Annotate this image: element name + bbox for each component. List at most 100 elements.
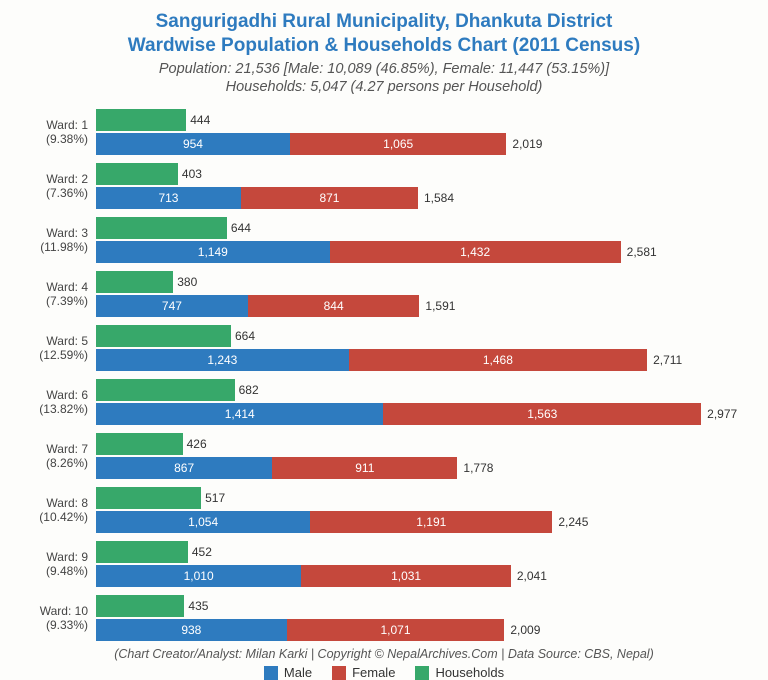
ward-name: Ward: 8 bbox=[20, 496, 96, 510]
ward-bars-group: 517 1,054 1,191 2,245 bbox=[96, 483, 748, 537]
population-total: 2,019 bbox=[512, 137, 542, 151]
ward-pct: (7.36%) bbox=[20, 186, 96, 200]
households-bar bbox=[96, 325, 231, 347]
male-bar: 867 bbox=[96, 457, 272, 479]
households-bar bbox=[96, 595, 184, 617]
ward-name: Ward: 7 bbox=[20, 442, 96, 456]
households-bar bbox=[96, 433, 183, 455]
households-bar-row: 380 bbox=[96, 271, 748, 293]
households-bar-row: 452 bbox=[96, 541, 748, 563]
households-value: 444 bbox=[190, 113, 210, 127]
ward-label-group: Ward: 5 (12.59%) bbox=[20, 321, 96, 375]
ward-pct: (11.98%) bbox=[20, 240, 96, 254]
households-value: 517 bbox=[205, 491, 225, 505]
male-bar: 1,414 bbox=[96, 403, 383, 425]
male-bar: 747 bbox=[96, 295, 248, 317]
households-bar bbox=[96, 109, 186, 131]
male-bar: 713 bbox=[96, 187, 241, 209]
female-bar: 1,432 bbox=[330, 241, 621, 263]
title-line-1: Sangurigadhi Rural Municipality, Dhankut… bbox=[156, 11, 613, 32]
households-bar bbox=[96, 379, 235, 401]
ward-name: Ward: 2 bbox=[20, 172, 96, 186]
population-bar-row: 1,149 1,432 2,581 bbox=[96, 241, 748, 263]
male-bar: 954 bbox=[96, 133, 290, 155]
population-total: 2,711 bbox=[653, 353, 682, 367]
ward-bars-group: 380747 844 1,591 bbox=[96, 267, 748, 321]
households-value: 380 bbox=[177, 275, 197, 289]
legend-label-households: Households bbox=[435, 665, 504, 680]
female-bar: 1,071 bbox=[287, 619, 505, 641]
subtitle-line-1: Population: 21,536 [Male: 10,089 (46.85%… bbox=[159, 61, 609, 77]
ward-label-group: Ward: 6 (13.82%) bbox=[20, 375, 96, 429]
bars-column: 444 954 1,065 2,019 403 713 871 1,584 644 1… bbox=[96, 105, 748, 645]
ward-pct: (10.42%) bbox=[20, 510, 96, 524]
population-bar-row: 713 871 1,584 bbox=[96, 187, 748, 209]
households-bar bbox=[96, 487, 201, 509]
population-bar-row: 1,243 1,468 2,711 bbox=[96, 349, 748, 371]
households-bar bbox=[96, 163, 178, 185]
ward-bars-group: 444 954 1,065 2,019 bbox=[96, 105, 748, 159]
ward-name: Ward: 1 bbox=[20, 118, 96, 132]
population-total: 2,581 bbox=[627, 245, 657, 259]
ward-labels-column: Ward: 1 (9.38%)Ward: 2 (7.36%)Ward: 3 (1… bbox=[20, 105, 96, 645]
ward-bars-group: 403 713 871 1,584 bbox=[96, 159, 748, 213]
households-bar-row: 403 bbox=[96, 163, 748, 185]
households-bar-row: 682 bbox=[96, 379, 748, 401]
ward-pct: (9.38%) bbox=[20, 132, 96, 146]
chart-subtitle: Population: 21,536 [Male: 10,089 (46.85%… bbox=[20, 60, 748, 98]
ward-bars-group: 644 1,149 1,432 2,581 bbox=[96, 213, 748, 267]
households-value: 644 bbox=[231, 221, 251, 235]
population-bar-row: 1,054 1,191 2,245 bbox=[96, 511, 748, 533]
population-total: 2,009 bbox=[510, 623, 540, 637]
ward-name: Ward: 5 bbox=[20, 334, 96, 348]
chart-footer: (Chart Creator/Analyst: Milan Karki | Co… bbox=[20, 647, 748, 661]
ward-label-group: Ward: 1 (9.38%) bbox=[20, 105, 96, 159]
ward-name: Ward: 9 bbox=[20, 550, 96, 564]
households-value: 664 bbox=[235, 329, 255, 343]
population-bar-row: 954 1,065 2,019 bbox=[96, 133, 748, 155]
population-bar-row: 1,414 1,563 2,977 bbox=[96, 403, 748, 425]
ward-pct: (8.26%) bbox=[20, 456, 96, 470]
ward-pct: (9.48%) bbox=[20, 564, 96, 578]
legend-item-male: Male bbox=[264, 665, 312, 680]
ward-pct: (9.33%) bbox=[20, 618, 96, 632]
ward-label-group: Ward: 3 (11.98%) bbox=[20, 213, 96, 267]
chart-container: Sangurigadhi Rural Municipality, Dhankut… bbox=[0, 0, 768, 666]
population-total: 2,977 bbox=[707, 407, 737, 421]
population-bar-row: 1,010 1,031 2,041 bbox=[96, 565, 748, 587]
ward-label-group: Ward: 9 (9.48%) bbox=[20, 537, 96, 591]
ward-label-group: Ward: 4 (7.39%) bbox=[20, 267, 96, 321]
households-bar bbox=[96, 271, 173, 293]
female-bar: 1,065 bbox=[290, 133, 506, 155]
male-bar: 1,149 bbox=[96, 241, 330, 263]
households-value: 682 bbox=[239, 383, 259, 397]
subtitle-line-2: Households: 5,047 (4.27 persons per Hous… bbox=[226, 79, 543, 95]
population-bar-row: 867 911 1,778 bbox=[96, 457, 748, 479]
male-bar: 1,010 bbox=[96, 565, 301, 587]
households-bar bbox=[96, 541, 188, 563]
male-bar: 1,054 bbox=[96, 511, 310, 533]
households-value: 403 bbox=[182, 167, 202, 181]
legend-swatch-households bbox=[415, 666, 429, 680]
female-bar: 911 bbox=[272, 457, 457, 479]
ward-pct: (7.39%) bbox=[20, 294, 96, 308]
female-bar: 1,191 bbox=[310, 511, 552, 533]
legend-item-households: Households bbox=[415, 665, 504, 680]
ward-label-group: Ward: 2 (7.36%) bbox=[20, 159, 96, 213]
households-bar-row: 435 bbox=[96, 595, 748, 617]
households-bar-row: 644 bbox=[96, 217, 748, 239]
legend-label-female: Female bbox=[352, 665, 395, 680]
households-bar-row: 664 bbox=[96, 325, 748, 347]
population-total: 2,041 bbox=[517, 569, 547, 583]
female-bar: 871 bbox=[241, 187, 418, 209]
female-bar: 1,563 bbox=[383, 403, 701, 425]
ward-name: Ward: 3 bbox=[20, 226, 96, 240]
households-bar-row: 426 bbox=[96, 433, 748, 455]
female-bar: 1,468 bbox=[349, 349, 647, 371]
households-bar-row: 444 bbox=[96, 109, 748, 131]
legend-swatch-male bbox=[264, 666, 278, 680]
households-value: 452 bbox=[192, 545, 212, 559]
legend: Male Female Households bbox=[20, 665, 748, 680]
households-bar-row: 517 bbox=[96, 487, 748, 509]
ward-name: Ward: 6 bbox=[20, 388, 96, 402]
